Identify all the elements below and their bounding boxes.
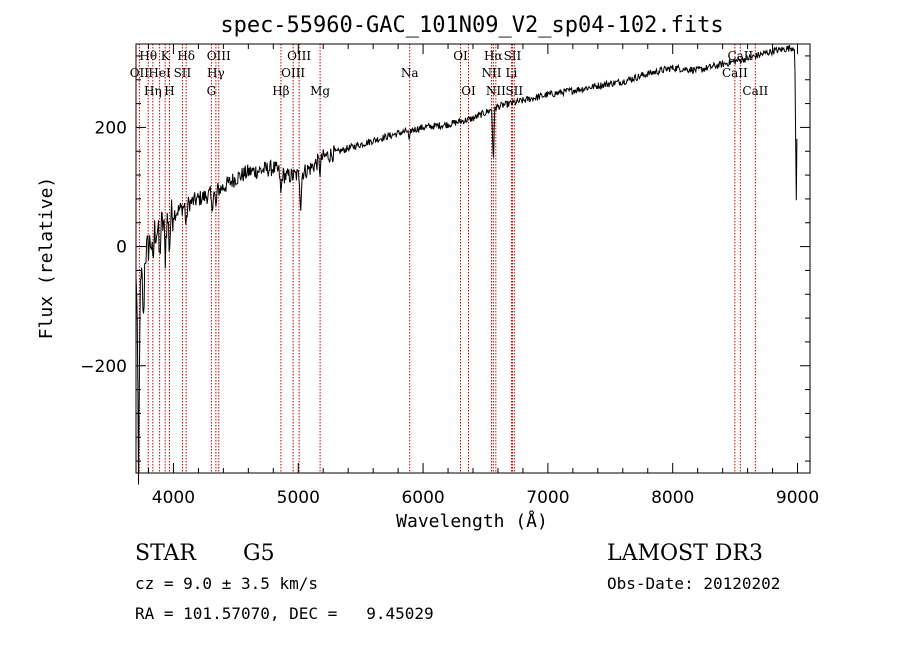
y-axis-label: Flux (relative)	[36, 177, 57, 340]
spectrum-series-line	[135, 45, 798, 485]
spectral-line-labels: OIIHθHηHeIKHSIIHδGHγOIIIHβOIIIOIIIMgNaOI…	[130, 49, 769, 98]
plot-frame	[135, 43, 811, 474]
chart-title: spec-55960-GAC_101N09_V2_sp04-102.fits	[220, 13, 723, 38]
line-label-16: OI	[453, 49, 468, 63]
line-label-17: OI	[461, 84, 476, 98]
x-tick-label-5: 9000	[776, 488, 819, 508]
x-tick-label-4: 8000	[651, 488, 694, 508]
line-label-19: Hα	[484, 49, 503, 63]
y-tick-label-1: 0	[116, 238, 127, 258]
x-tick-label-3: 7000	[526, 488, 569, 508]
line-label-4: K	[161, 49, 171, 63]
line-label-23: SII	[505, 84, 523, 98]
line-label-13: OIII	[287, 49, 311, 63]
x-tick-label-0: 4000	[152, 488, 195, 508]
line-label-20: NII	[486, 84, 506, 98]
coordinates: RA = 101.57070, DEC = 9.45029	[135, 604, 434, 623]
spectral-line-markers	[138, 44, 756, 473]
line-label-14: Mg	[310, 84, 330, 98]
line-label-22: SII	[504, 49, 522, 63]
axis-tick-labels: 4000 5000 6000 7000 8000 9000 −200 0 200	[80, 118, 819, 508]
x-axis-label: Wavelength (Å)	[396, 510, 548, 532]
line-label-2: Hη	[144, 84, 162, 98]
line-label-15: Na	[401, 66, 419, 80]
line-label-8: G	[207, 84, 217, 98]
line-label-12: OIII	[281, 66, 305, 80]
line-label-5: H	[164, 84, 174, 98]
axis-ticks	[136, 44, 810, 473]
line-label-3: HeI	[148, 66, 171, 80]
survey-name: LAMOST DR3	[607, 541, 763, 566]
line-label-9: Hγ	[207, 66, 225, 80]
obs-date: Obs-Date: 20120202	[607, 574, 780, 593]
redshift-readout: cz = 9.0 ± 3.5 km/s	[135, 574, 318, 593]
object-class: STAR	[135, 541, 197, 566]
x-tick-label-1: 5000	[277, 488, 320, 508]
line-label-24: CaII	[722, 66, 748, 80]
line-label-11: Hβ	[272, 84, 289, 98]
line-label-7: Hδ	[177, 49, 195, 63]
y-tick-label-0: −200	[80, 357, 127, 377]
line-label-10: OIII	[207, 49, 231, 63]
x-tick-label-2: 6000	[401, 488, 444, 508]
line-label-6: SII	[174, 66, 192, 80]
object-subclass: G5	[243, 541, 275, 566]
line-label-0: OII	[130, 66, 150, 80]
line-label-21: Li	[506, 66, 518, 80]
line-label-18: NII	[481, 66, 501, 80]
y-tick-label-2: 200	[95, 118, 127, 138]
line-label-1: Hθ	[139, 49, 157, 63]
line-label-26: CaII	[742, 84, 768, 98]
